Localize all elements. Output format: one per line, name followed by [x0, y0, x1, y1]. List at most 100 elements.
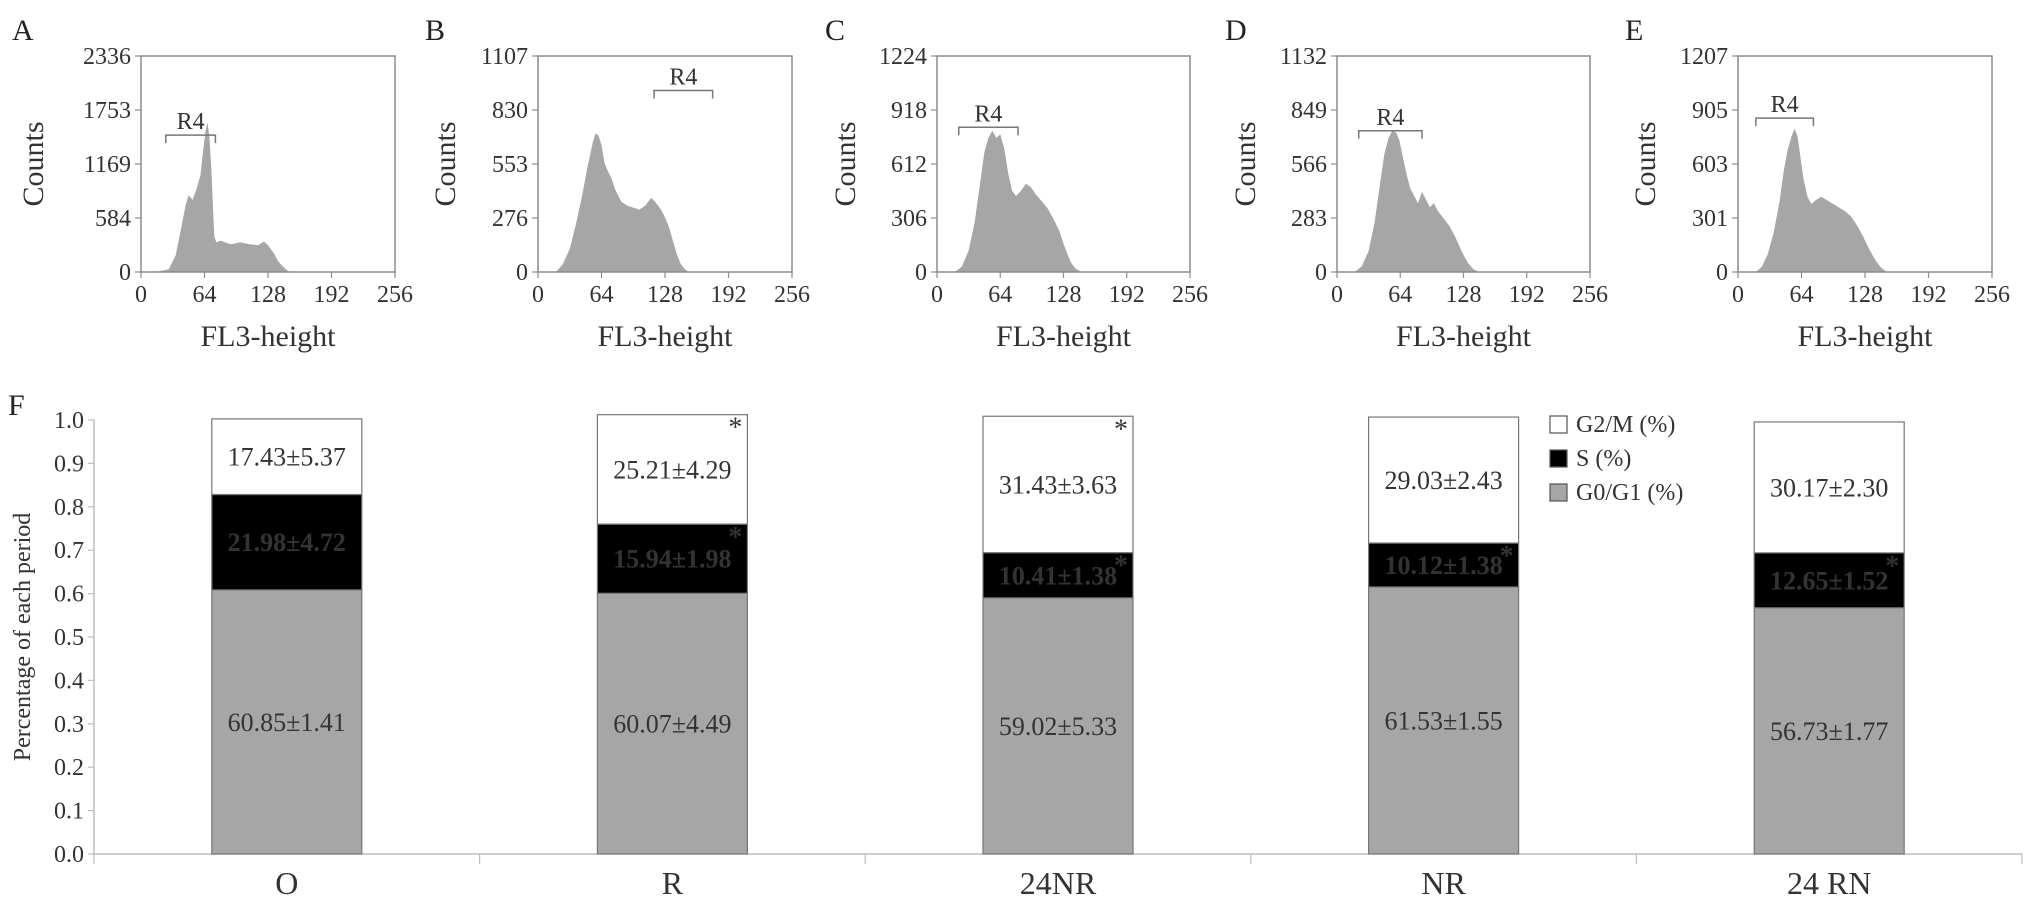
bar-value-label: 29.03±2.43: [1384, 466, 1502, 495]
x-tick-label: 128: [647, 282, 683, 308]
panel-letter: E: [1625, 14, 1643, 47]
category-label: NR: [1421, 865, 1466, 901]
x-axis-title: FL3-height: [1396, 320, 1532, 353]
bar-segment: [1753, 421, 1905, 554]
bar-value-label: 10.41±1.38: [999, 561, 1117, 590]
bar-segment: [211, 493, 363, 591]
significance-star: *: [728, 413, 742, 444]
y-tick-label: 553: [492, 152, 528, 178]
histogram-panel-a: A 0 584 1169 1753 2336 0 64 128 192 256 FL3-height C…: [12, 14, 413, 353]
y-axis-title: Counts: [17, 121, 50, 206]
y-tick-label: 0.3: [54, 712, 84, 738]
legend-swatch: [1549, 415, 1568, 434]
legend-label: G0/G1 (%): [1576, 480, 1683, 506]
bar-segment: [1367, 542, 1520, 588]
x-tick-label: 192: [711, 282, 747, 308]
x-tick-label: 128: [1847, 282, 1883, 308]
x-tick-label: 64: [590, 282, 614, 308]
x-axis-title: FL3-height: [598, 320, 734, 353]
gate-label: R4: [974, 101, 1002, 127]
significance-star: *: [728, 522, 742, 553]
bar-segment: [1367, 416, 1520, 544]
gate-bracket: [653, 89, 714, 99]
histogram-panel-d: D 0 283 566 849 1132 0 64 128 192 256 FL3-height Cou…: [1225, 14, 1608, 353]
gate-bracket: [1357, 130, 1423, 139]
y-tick-label: 849: [1291, 98, 1327, 124]
category-label: O: [275, 865, 298, 901]
bar-value-label: 17.43±5.37: [228, 443, 346, 472]
y-tick-label: 1207: [1680, 44, 1728, 70]
x-axis-title: FL3-height: [1798, 320, 1934, 353]
y-tick-label: 0: [1315, 260, 1327, 286]
y-tick-label: 0.0: [54, 842, 84, 868]
gate-label: R4: [1771, 92, 1799, 118]
y-tick-label: 0: [915, 260, 927, 286]
x-tick-label: 64: [1790, 282, 1814, 308]
bar-value-label: 30.17±2.30: [1770, 473, 1888, 502]
y-axis-title: Counts: [1229, 121, 1262, 206]
y-tick-label: 603: [1692, 152, 1728, 178]
y-tick-label: 1224: [879, 44, 927, 70]
y-tick-label: 905: [1692, 98, 1728, 124]
bar-value-label: 61.53±1.55: [1384, 706, 1502, 735]
x-tick-label: 64: [193, 282, 217, 308]
y-tick-label: 918: [891, 98, 927, 124]
y-tick-label: 1169: [84, 152, 131, 178]
y-tick-label: 306: [891, 206, 927, 232]
x-axis-title: FL3-height: [996, 320, 1132, 353]
x-tick-label: 128: [1046, 282, 1082, 308]
bar-value-label: 31.43±3.63: [999, 470, 1117, 499]
legend-swatch: [1549, 483, 1568, 502]
y-tick-label: 0: [516, 260, 528, 286]
y-axis-title: Counts: [829, 121, 862, 206]
x-tick-label: 192: [314, 282, 350, 308]
panel-letter: F: [8, 389, 25, 422]
bar-value-label: 25.21±4.29: [613, 455, 731, 484]
x-tick-label: 64: [988, 282, 1012, 308]
histogram-panel-b: B 0 276 553 830 1107 0 64 128 192 256 FL3-height Cou…: [425, 14, 810, 353]
x-tick-label: 0: [1331, 282, 1343, 308]
x-tick-label: 0: [135, 282, 147, 308]
y-tick-label: 283: [1291, 206, 1327, 232]
y-tick-label: 566: [1291, 152, 1327, 178]
y-tick-label: 0.6: [54, 582, 84, 608]
y-tick-label: 1.0: [54, 408, 84, 434]
gate-label: R4: [1376, 105, 1404, 131]
bar-value-label: 56.73±1.77: [1770, 717, 1888, 746]
legend-swatch: [1549, 449, 1568, 468]
y-tick-label: 1107: [481, 44, 528, 70]
gate-bracket: [957, 126, 1019, 136]
legend-label: G2/M (%): [1576, 412, 1675, 438]
y-axis-title: Counts: [429, 121, 462, 206]
gate-bracket: [1755, 117, 1815, 127]
histogram-area: [1755, 128, 1887, 272]
y-tick-label: 0.1: [54, 799, 84, 825]
bar-segment: [596, 592, 749, 855]
bar-value-label: 60.07±4.49: [613, 710, 731, 739]
histogram-area: [954, 130, 1082, 272]
stacked-bar-panel-f: F 0.0 0.1 0.2 0.3 0.4 0.5 0.6 0.7 0.8 0.9 1.0 Percen…: [8, 389, 2023, 901]
category-label: 24NR: [1020, 865, 1097, 901]
bar-value-label: 21.98±4.72: [228, 528, 346, 557]
significance-star: *: [1885, 551, 1899, 582]
y-tick-label: 0.4: [54, 668, 84, 694]
panel-letter: C: [825, 14, 845, 47]
x-tick-label: 128: [1446, 282, 1482, 308]
significance-star: *: [1500, 541, 1514, 572]
y-tick-label: 830: [492, 98, 528, 124]
x-tick-label: 256: [1572, 282, 1608, 308]
bar-value-label: 59.02±5.33: [999, 712, 1117, 741]
y-tick-label: 0: [1716, 260, 1728, 286]
legend-label: S (%): [1576, 446, 1631, 472]
bar-value-label: 10.12±1.38: [1384, 551, 1502, 580]
bar-segment: [1753, 607, 1905, 855]
x-tick-label: 192: [1509, 282, 1545, 308]
x-tick-label: 64: [1388, 282, 1412, 308]
bar-value-label: 12.65±1.52: [1770, 566, 1888, 595]
y-tick-label: 1753: [83, 98, 131, 124]
y-tick-label: 1132: [1280, 44, 1327, 70]
bar-segment: [1367, 586, 1520, 855]
y-tick-label: 0.7: [54, 538, 84, 564]
y-tick-label: 0.9: [54, 451, 84, 477]
